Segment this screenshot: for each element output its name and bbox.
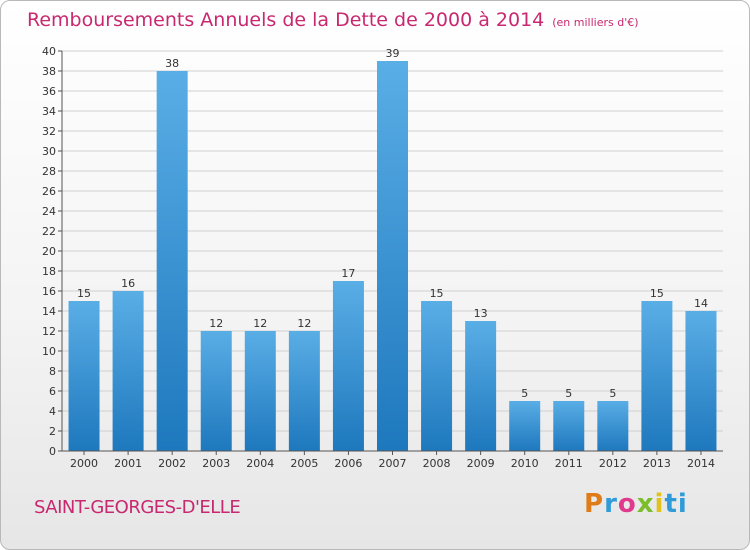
y-tick-label: 0 bbox=[49, 445, 56, 458]
bar-2006 bbox=[332, 281, 364, 451]
chart-title: Remboursements Annuels de la Dette de 20… bbox=[27, 9, 639, 31]
bar-2004 bbox=[244, 331, 276, 451]
bar-2014 bbox=[685, 311, 717, 451]
data-label-2002: 38 bbox=[165, 57, 179, 70]
unit-note: (en milliers d'€) bbox=[552, 16, 639, 29]
y-tick-label: 26 bbox=[42, 185, 56, 198]
bar-2011 bbox=[553, 401, 585, 451]
data-label-2009: 13 bbox=[474, 307, 488, 320]
proxiti-logo: Proxiti bbox=[584, 489, 688, 519]
x-tick-label: 2013 bbox=[643, 457, 671, 470]
data-label-2011: 5 bbox=[565, 387, 572, 400]
x-tick-label: 2008 bbox=[423, 457, 451, 470]
x-tick-label: 2002 bbox=[158, 457, 186, 470]
bar-2007 bbox=[377, 61, 408, 451]
x-tick-label: 2003 bbox=[202, 457, 230, 470]
bar-2012 bbox=[597, 401, 629, 451]
bar-2010 bbox=[509, 401, 541, 451]
x-tick-label: 2007 bbox=[379, 457, 407, 470]
y-tick-label: 34 bbox=[42, 105, 56, 118]
y-tick-label: 30 bbox=[42, 145, 56, 158]
data-label-2008: 15 bbox=[430, 287, 444, 300]
data-label-2003: 12 bbox=[209, 317, 223, 330]
x-tick-label: 2006 bbox=[334, 457, 362, 470]
bar-2009 bbox=[465, 321, 497, 451]
bar-2005 bbox=[288, 331, 320, 451]
data-label-2006: 17 bbox=[341, 267, 355, 280]
y-tick-label: 20 bbox=[42, 245, 56, 258]
data-label-2013: 15 bbox=[650, 287, 664, 300]
data-label-2014: 14 bbox=[694, 297, 708, 310]
bar-2008 bbox=[421, 301, 453, 451]
labels: 0246810121416182022242628303234363840152… bbox=[42, 45, 715, 470]
y-tick-label: 36 bbox=[42, 85, 56, 98]
y-tick-label: 16 bbox=[42, 285, 56, 298]
x-tick-label: 2005 bbox=[290, 457, 318, 470]
y-tick-label: 28 bbox=[42, 165, 56, 178]
bar-2002 bbox=[156, 71, 188, 451]
y-tick-label: 38 bbox=[42, 65, 56, 78]
data-label-2004: 12 bbox=[253, 317, 267, 330]
y-tick-label: 14 bbox=[42, 305, 56, 318]
x-tick-label: 2001 bbox=[114, 457, 142, 470]
x-tick-label: 2012 bbox=[599, 457, 627, 470]
data-label-2005: 12 bbox=[297, 317, 311, 330]
y-tick-label: 24 bbox=[42, 205, 56, 218]
y-tick-label: 12 bbox=[42, 325, 56, 338]
y-tick-label: 10 bbox=[42, 345, 56, 358]
bar-2000 bbox=[68, 301, 100, 451]
data-label-2000: 15 bbox=[77, 287, 91, 300]
y-tick-label: 18 bbox=[42, 265, 56, 278]
x-tick-label: 2004 bbox=[246, 457, 274, 470]
data-label-2007: 39 bbox=[386, 47, 400, 60]
y-tick-label: 22 bbox=[42, 225, 56, 238]
data-label-2010: 5 bbox=[521, 387, 528, 400]
axes bbox=[58, 50, 723, 455]
town-name: SAINT-GEORGES-D'ELLE bbox=[34, 497, 241, 518]
y-tick-label: 32 bbox=[42, 125, 56, 138]
x-tick-label: 2014 bbox=[687, 457, 715, 470]
x-tick-label: 2011 bbox=[555, 457, 583, 470]
bar-2001 bbox=[112, 291, 144, 451]
x-tick-label: 2000 bbox=[70, 457, 98, 470]
bar-2013 bbox=[641, 301, 673, 451]
data-label-2001: 16 bbox=[121, 277, 135, 290]
chart-title-text: Remboursements Annuels de la Dette de 20… bbox=[27, 9, 545, 31]
y-tick-label: 40 bbox=[42, 45, 56, 58]
x-tick-label: 2009 bbox=[467, 457, 495, 470]
bar-2003 bbox=[200, 331, 232, 451]
y-tick-label: 6 bbox=[49, 385, 56, 398]
x-tick-label: 2010 bbox=[511, 457, 539, 470]
bars bbox=[68, 61, 717, 451]
data-label-2012: 5 bbox=[609, 387, 616, 400]
y-tick-label: 4 bbox=[49, 405, 56, 418]
y-tick-label: 2 bbox=[49, 425, 56, 438]
y-tick-label: 8 bbox=[49, 365, 56, 378]
